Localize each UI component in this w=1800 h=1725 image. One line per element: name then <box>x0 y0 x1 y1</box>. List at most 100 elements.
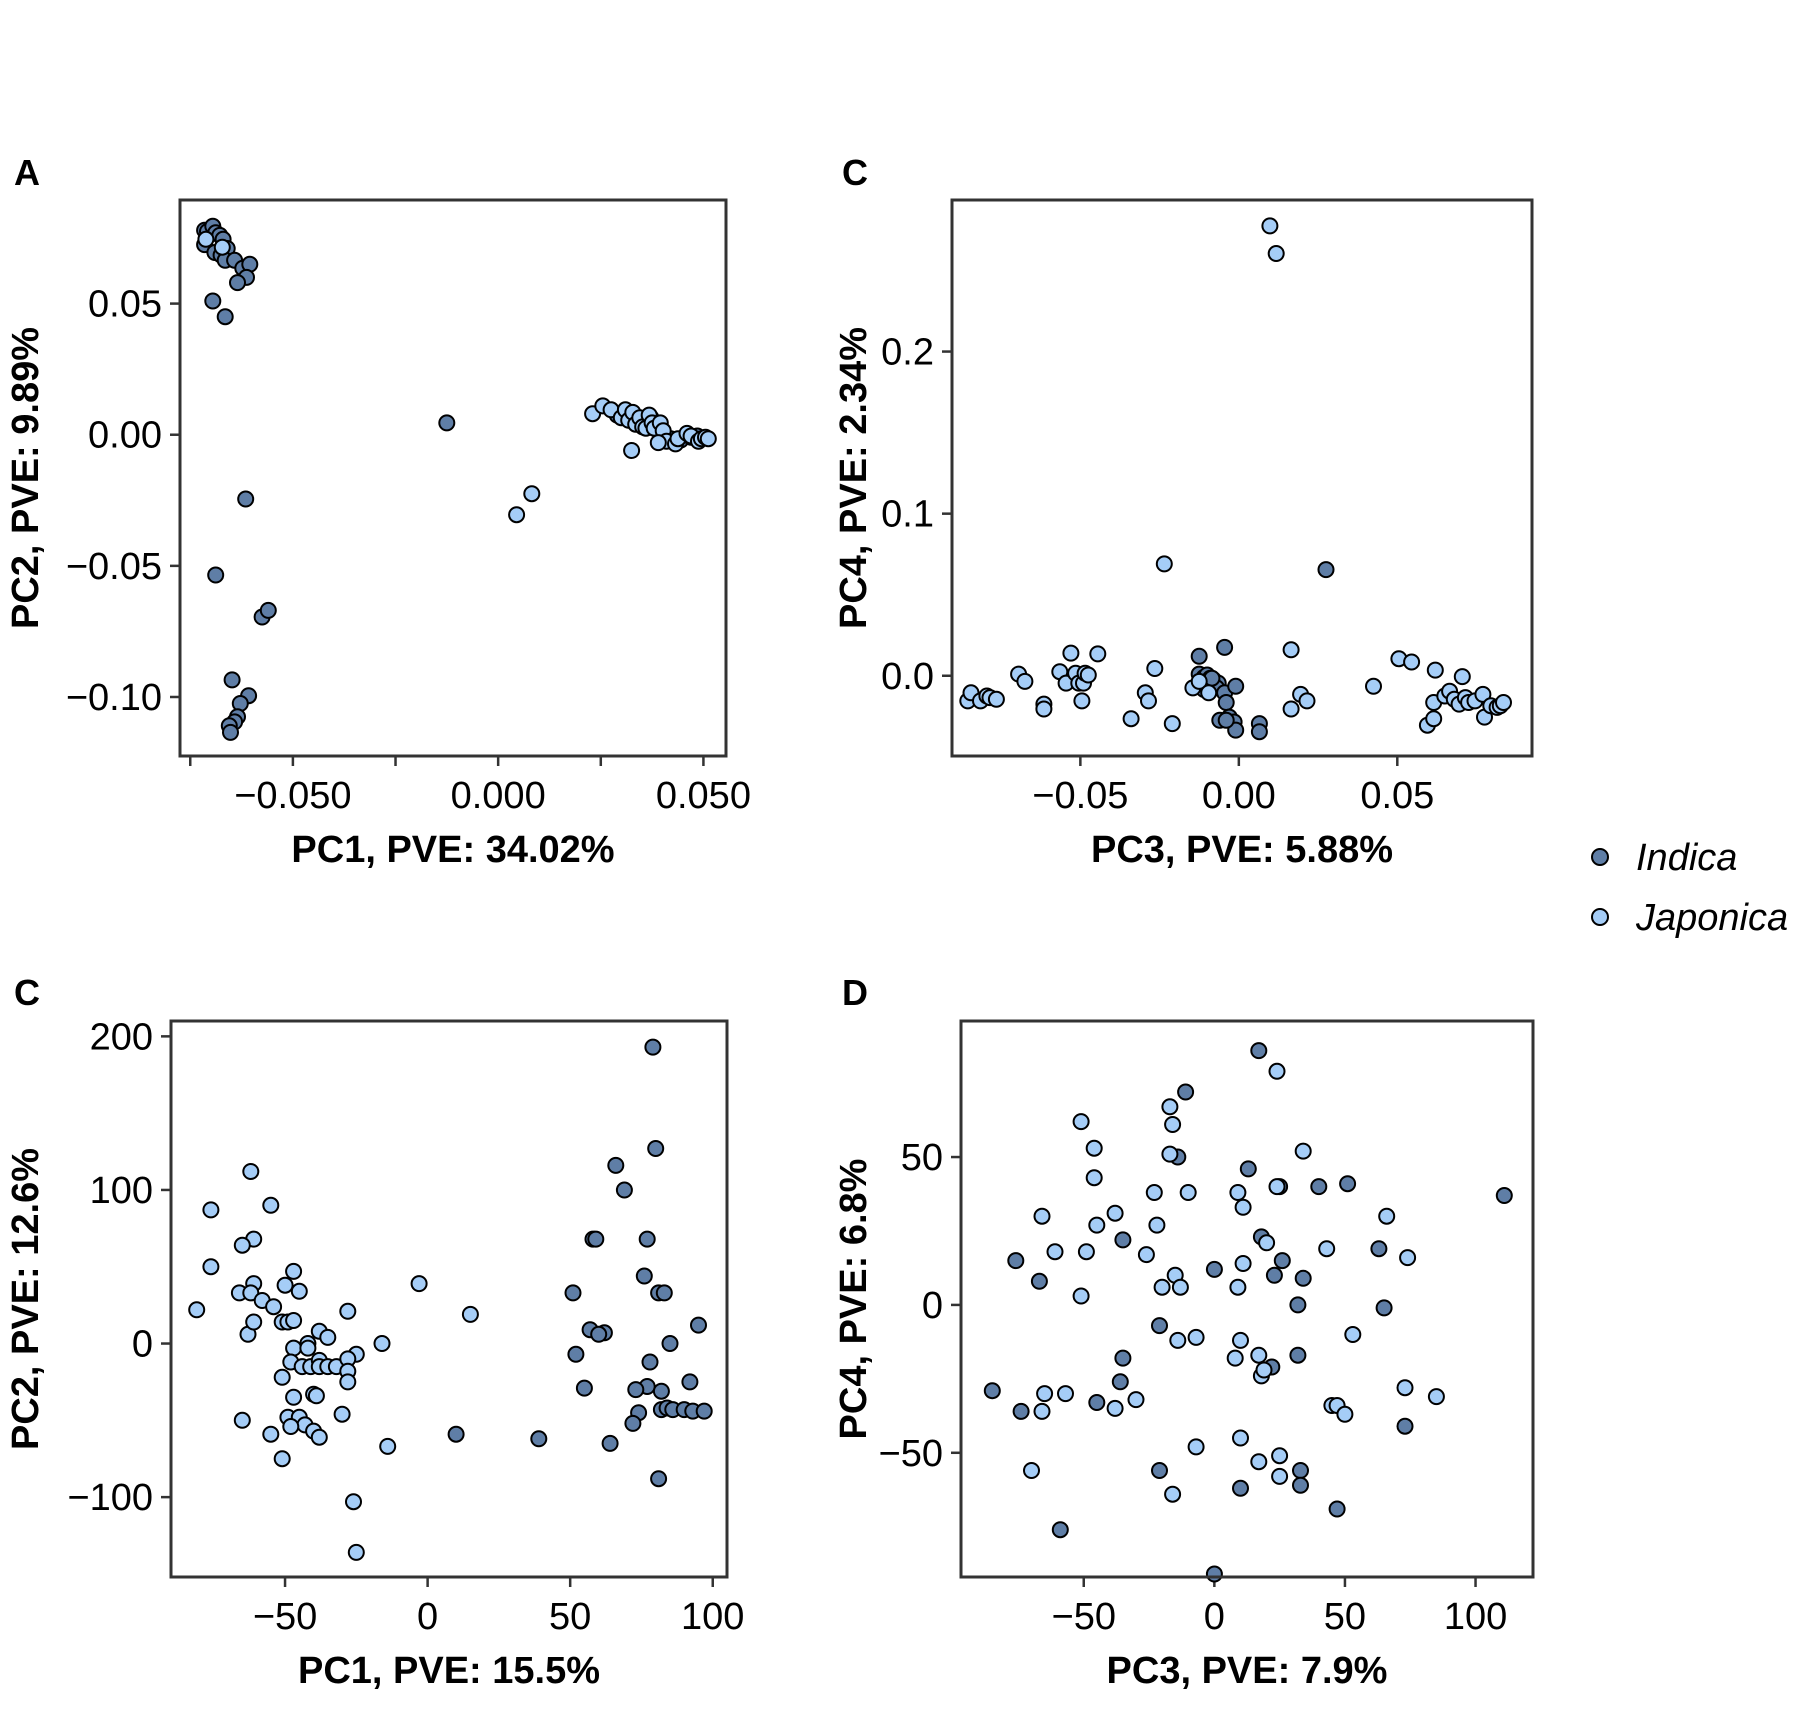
point-bottom-left-indica-20 <box>627 1381 645 1399</box>
point-bottom-right-japonica-7 <box>1085 1169 1103 1187</box>
y-tick-label-top-left-0: 0.05 <box>88 284 162 326</box>
point-top-right-japonica-3 <box>1282 641 1300 659</box>
point-top-left-japonica-29 <box>623 442 641 459</box>
point-bottom-left-japonica-13 <box>265 1298 283 1316</box>
y-tick-label-bottom-right-0: 50 <box>901 1137 943 1179</box>
point-bottom-left-indica-17 <box>575 1379 593 1397</box>
x-axis-title-top-left: PC1, PVE: 34.02% <box>291 829 614 871</box>
x-axis-title-bottom-right: PC3, PVE: 7.9% <box>1107 1650 1388 1692</box>
point-bottom-right-indica-0 <box>1250 1042 1268 1060</box>
point-bottom-right-japonica-46 <box>1396 1379 1414 1397</box>
point-bottom-right-indica-5 <box>1310 1178 1328 1196</box>
point-bottom-right-japonica-32 <box>1232 1331 1249 1349</box>
point-bottom-left-indica-15 <box>641 1353 659 1371</box>
point-bottom-right-japonica-47 <box>1427 1388 1445 1406</box>
point-bottom-right-japonica-17 <box>1148 1216 1166 1234</box>
point-bottom-right-indica-27 <box>1151 1462 1168 1479</box>
point-bottom-right-japonica-38 <box>1127 1391 1145 1409</box>
panel-top-left: A −0.050 0.000 0.050 0.05 0.00 −0.05 −0.10 PC1… <box>5 152 751 871</box>
point-bottom-left-japonica-55 <box>345 1493 362 1511</box>
point-bottom-right-indica-12 <box>1114 1231 1132 1249</box>
point-top-left-japonica-28 <box>699 430 717 448</box>
point-bottom-right-japonica-24 <box>1258 1234 1276 1252</box>
point-bottom-left-indica-30 <box>624 1414 642 1432</box>
point-bottom-right-indica-6 <box>1339 1175 1357 1193</box>
point-top-right-indica-14 <box>1216 638 1234 656</box>
point-top-left-japonica-2 <box>508 506 526 524</box>
point-top-right-japonica-35 <box>1365 677 1382 695</box>
point-bottom-right-japonica-49 <box>1232 1429 1249 1447</box>
point-bottom-right-japonica-22 <box>1399 1249 1417 1267</box>
x-tick-label-top-left-0: −0.050 <box>234 775 351 817</box>
point-bottom-left-indica-14 <box>690 1316 707 1334</box>
point-bottom-left-indica-5 <box>587 1230 605 1248</box>
point-bottom-right-japonica-30 <box>1187 1328 1205 1346</box>
points-bottom-right <box>983 1042 1513 1583</box>
panel-bottom-right: D −50 0 50 100 50 0 −50 PC3, PVE: 7.9% PC4, PV… <box>833 972 1535 1692</box>
y-tick-label-top-right-2: 0.0 <box>881 656 934 698</box>
point-top-right-indica-13 <box>1217 694 1235 711</box>
point-bottom-left-indica-7 <box>564 1284 582 1302</box>
point-top-right-japonica-46 <box>1453 668 1471 686</box>
point-bottom-right-japonica-3 <box>1164 1116 1182 1133</box>
point-top-right-japonica-32 <box>1282 700 1300 718</box>
point-bottom-left-japonica-52 <box>262 1425 280 1443</box>
point-bottom-right-japonica-11 <box>1268 1178 1286 1196</box>
y-tick-label-bottom-right-2: −50 <box>879 1433 943 1475</box>
point-bottom-left-japonica-25 <box>339 1302 357 1320</box>
point-bottom-right-indica-23 <box>983 1382 1001 1400</box>
point-bottom-left-japonica-43 <box>307 1387 325 1405</box>
point-bottom-right-indica-26 <box>1088 1394 1106 1411</box>
point-bottom-left-indica-34 <box>530 1430 548 1448</box>
point-top-right-japonica-50 <box>1474 685 1492 703</box>
point-bottom-left-japonica-3 <box>242 1163 260 1180</box>
x-tick-label-top-left-2: 0.050 <box>656 775 751 817</box>
point-bottom-right-japonica-26 <box>1153 1278 1171 1296</box>
point-top-right-japonica-23 <box>1089 645 1107 663</box>
point-bottom-right-indica-17 <box>1375 1299 1393 1317</box>
point-bottom-left-indica-13 <box>590 1325 608 1343</box>
plot-frame-bottom-left <box>169 1019 729 1579</box>
point-top-right-japonica-16 <box>1062 644 1080 662</box>
point-top-right-japonica-26 <box>1140 692 1157 710</box>
y-axis-title-bottom-right: PC4, PVE: 6.8% <box>833 1159 875 1440</box>
point-bottom-left-japonica-2 <box>202 1258 220 1276</box>
x-axis-title-bottom-left: PC1, PVE: 15.5% <box>298 1650 600 1692</box>
point-top-right-japonica-55 <box>1495 694 1512 711</box>
y-tick-label-top-left-3: −0.10 <box>66 677 162 719</box>
y-axis-title-bottom-left: PC2, PVE: 12.6% <box>5 1148 47 1450</box>
x-tick-label-top-right-2: 0.05 <box>1360 775 1434 817</box>
point-bottom-right-japonica-29 <box>1072 1287 1090 1305</box>
point-bottom-left-indica-8 <box>635 1267 653 1285</box>
point-bottom-right-japonica-8 <box>1145 1184 1163 1201</box>
point-bottom-right-japonica-37 <box>1255 1361 1273 1379</box>
point-top-right-japonica-39 <box>1425 710 1443 728</box>
point-bottom-right-japonica-35 <box>1344 1326 1362 1343</box>
point-bottom-right-japonica-31 <box>1169 1331 1187 1349</box>
point-bottom-left-japonica-39 <box>339 1373 357 1391</box>
point-top-left-indica-17 <box>216 308 234 326</box>
point-bottom-right-indica-21 <box>1370 1240 1388 1258</box>
point-bottom-left-japonica-19 <box>245 1313 263 1331</box>
point-bottom-right-japonica-45 <box>1336 1405 1354 1423</box>
point-top-right-japonica-24 <box>1122 710 1140 728</box>
y-axis-title-top-left: PC2, PVE: 9.89% <box>5 327 47 629</box>
y-tick-label-bottom-left-2: 0 <box>132 1324 153 1366</box>
point-bottom-right-indica-31 <box>1328 1500 1346 1518</box>
point-bottom-left-japonica-11 <box>285 1262 303 1280</box>
point-bottom-right-japonica-42 <box>1033 1402 1051 1420</box>
point-bottom-left-japonica-7 <box>276 1276 294 1294</box>
point-bottom-left-indica-29 <box>695 1402 713 1420</box>
point-bottom-right-japonica-53 <box>1271 1467 1289 1485</box>
point-bottom-right-indica-11 <box>1294 1269 1312 1287</box>
point-top-right-japonica-31 <box>1200 684 1218 702</box>
point-top-right-indica-19 <box>1217 711 1235 729</box>
point-bottom-right-japonica-21 <box>1318 1240 1336 1258</box>
tick-group-top-left: −0.050 0.000 0.050 0.05 0.00 −0.05 −0.10 <box>66 284 751 817</box>
point-bottom-left-indica-32 <box>650 1470 668 1488</box>
y-tick-label-top-left-2: −0.05 <box>66 546 162 588</box>
x-axis-title-top-right: PC3, PVE: 5.88% <box>1091 829 1393 871</box>
point-top-right-japonica-13 <box>1035 700 1053 718</box>
point-bottom-left-japonica-27 <box>373 1335 391 1352</box>
